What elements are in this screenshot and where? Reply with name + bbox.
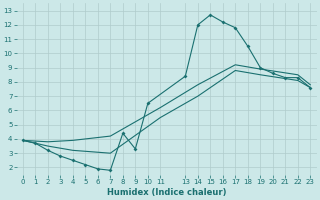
X-axis label: Humidex (Indice chaleur): Humidex (Indice chaleur) bbox=[107, 188, 226, 197]
